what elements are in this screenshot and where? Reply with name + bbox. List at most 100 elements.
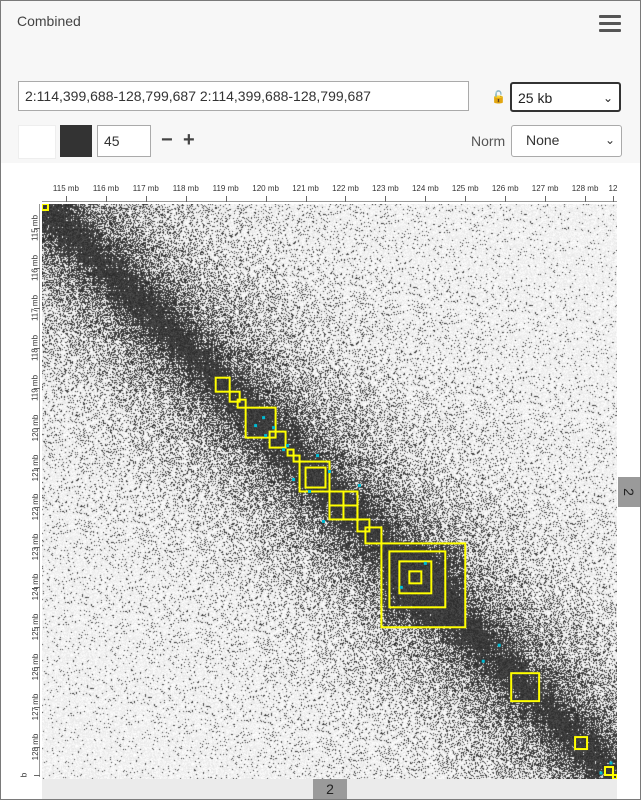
domain-box[interactable] <box>228 390 241 403</box>
y-axis-line <box>39 204 40 777</box>
loop-point[interactable] <box>254 424 258 428</box>
loop-point[interactable] <box>599 771 603 775</box>
domain-box[interactable] <box>388 550 447 609</box>
resolution-value: 25 kb <box>518 90 553 106</box>
loop-point[interactable] <box>262 416 266 420</box>
domain-box[interactable] <box>612 774 617 779</box>
norm-label: Norm <box>471 133 506 149</box>
y-tick-mark <box>34 507 40 509</box>
x-tick-mark <box>385 196 387 202</box>
x-tick-label: 125 mb <box>451 184 479 193</box>
domain-box[interactable] <box>408 570 423 585</box>
x-tick-label: 117 mb <box>132 184 159 193</box>
loop-point[interactable] <box>272 426 276 430</box>
chevron-down-icon: ⌄ <box>602 91 613 105</box>
y-tick-mark <box>34 707 40 709</box>
domain-box[interactable] <box>510 672 541 703</box>
low-color-swatch[interactable] <box>18 125 56 159</box>
y-tick-mark <box>34 347 40 349</box>
domain-box[interactable] <box>244 406 277 439</box>
x-tick-mark <box>65 196 67 202</box>
x-tick-label: 115 mb <box>52 184 79 193</box>
x-tick-mark <box>145 196 147 202</box>
domain-box[interactable] <box>328 490 345 507</box>
loop-point[interactable] <box>357 484 361 488</box>
x-tick-label: 128 mb <box>571 184 599 193</box>
x-tick-mark <box>305 196 307 202</box>
x-tick-label: 12 <box>608 184 618 193</box>
x-tick-label: 118 mb <box>172 184 199 193</box>
domain-box[interactable] <box>268 430 287 449</box>
annotation-overlay <box>42 204 617 779</box>
x-tick-mark <box>265 196 267 202</box>
y-tick-mark <box>34 627 40 629</box>
x-tick-mark <box>465 196 467 202</box>
locus-input[interactable]: 2:114,399,688-128,799,687 2:114,399,688-… <box>18 81 469 111</box>
x-tick-label: 120 mb <box>252 184 279 193</box>
domain-box[interactable] <box>214 376 231 393</box>
domain-box[interactable] <box>574 736 589 751</box>
domain-box[interactable] <box>286 448 295 457</box>
contact-map-viewer: 115 mb 116 mb 117 mb 118 mb 119 mb 120 mb 121 … <box>1 163 640 799</box>
x-tick-mark <box>505 196 507 202</box>
y-tick-mark <box>34 747 40 749</box>
y-tick-mark <box>34 387 40 389</box>
domain-box[interactable] <box>604 766 615 777</box>
unlock-icon[interactable]: 🔓 <box>491 90 506 104</box>
loop-point[interactable] <box>264 434 268 438</box>
x-tick-label: 123 mb <box>372 184 399 193</box>
loop-point[interactable] <box>286 444 290 448</box>
loop-point[interactable] <box>497 643 501 647</box>
loop-point[interactable] <box>609 761 613 765</box>
x-tick-mark <box>345 196 347 202</box>
x-tick-mark <box>545 196 547 202</box>
loop-point[interactable] <box>399 585 403 589</box>
domain-box[interactable] <box>304 466 327 489</box>
domain-box[interactable] <box>398 560 433 595</box>
domain-box[interactable] <box>364 526 383 545</box>
decrease-button[interactable]: − <box>161 129 173 151</box>
loop-point[interactable] <box>282 448 286 452</box>
chromosome-y-label[interactable]: 2 <box>618 477 640 507</box>
domain-box[interactable] <box>292 454 301 463</box>
resolution-select[interactable]: 25 kb ⌄ <box>510 82 621 112</box>
domain-box[interactable] <box>236 398 247 409</box>
y-tick-mark <box>34 307 40 309</box>
loop-point[interactable] <box>423 561 427 565</box>
norm-select[interactable]: None ⌄ <box>511 125 622 157</box>
y-tick-mark <box>34 587 40 589</box>
domain-box[interactable] <box>298 460 331 493</box>
domain-box[interactable] <box>380 542 467 629</box>
chromosome-x-label[interactable]: 2 <box>313 779 347 799</box>
x-tick-mark <box>225 196 227 202</box>
loop-point[interactable] <box>316 454 320 458</box>
x-tick-label: 127 mb <box>531 184 559 193</box>
y-tick-mark <box>34 267 40 269</box>
hamburger-menu-icon[interactable] <box>599 15 621 33</box>
domain-box[interactable] <box>342 504 359 521</box>
x-tick-label: 119 mb <box>212 184 239 193</box>
x-tick-mark <box>185 196 187 202</box>
color-max-input[interactable]: 45 <box>97 125 151 157</box>
increase-button[interactable]: + <box>183 129 195 151</box>
loop-point[interactable] <box>481 659 485 663</box>
y-tick-mark <box>34 667 40 669</box>
norm-value: None <box>526 132 560 148</box>
high-color-swatch[interactable] <box>60 125 92 157</box>
x-tick-mark <box>425 196 427 202</box>
domain-box[interactable] <box>42 204 49 211</box>
domain-box[interactable] <box>356 518 371 533</box>
y-tick-mark <box>34 227 40 229</box>
loop-point[interactable] <box>292 478 296 482</box>
x-tick-label: 124 mb <box>411 184 439 193</box>
chevron-down-icon: ⌄ <box>604 133 615 147</box>
y-tick-mark <box>34 427 40 429</box>
panel-title: Combined <box>17 13 81 29</box>
loop-point[interactable] <box>308 490 312 493</box>
y-tick-mark <box>34 467 40 469</box>
loop-point[interactable] <box>328 470 331 474</box>
x-tick-label: 116 mb <box>92 184 119 193</box>
loop-point[interactable] <box>322 519 326 523</box>
x-tick-label: 121 mb <box>292 184 319 193</box>
